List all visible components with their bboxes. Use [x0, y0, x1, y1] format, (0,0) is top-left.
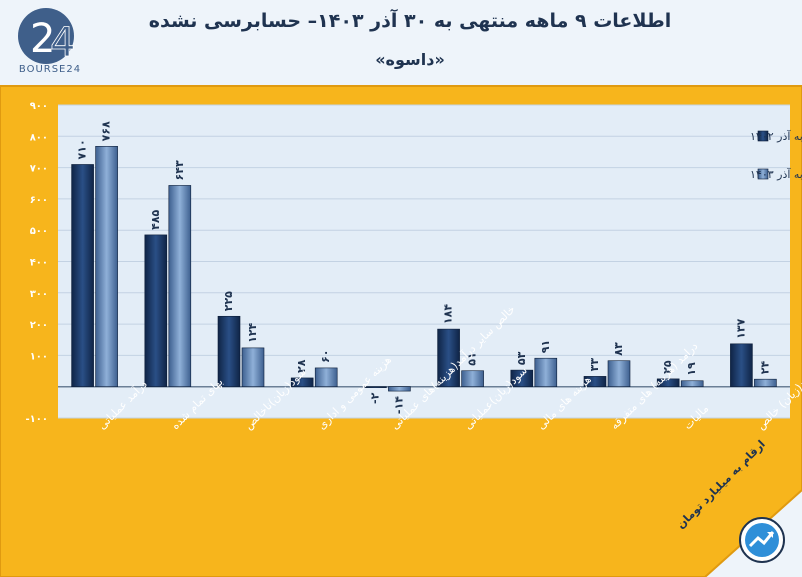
data-label: ۲۵: [661, 360, 674, 374]
data-label: ۵۱: [466, 352, 479, 365]
y-tick-label: ۵۰۰: [30, 226, 48, 237]
y-axis: -۱۰۰ ۱۰۰ ۲۰۰ ۳۰۰ ۴۰۰ ۵۰۰ ۶۰۰ ۷۰۰ ۸۰۰ ۹۰۰: [26, 101, 48, 425]
svg-text:4: 4: [50, 20, 75, 66]
bar-1403: [388, 386, 411, 392]
data-label: ۶۰: [319, 349, 332, 362]
bar-1403: [314, 367, 338, 388]
data-label: ۲۲۵: [222, 291, 235, 311]
bar-1403: [607, 360, 631, 388]
y-tick-label: ۶۰۰: [30, 195, 48, 206]
bar-1402: [730, 343, 753, 388]
bar-1402: [364, 386, 387, 389]
data-label: ۷۱۰: [76, 139, 89, 159]
bar-1402: [656, 378, 680, 387]
page-subtitle: «داسوه»: [375, 50, 445, 69]
bar-1402: [71, 164, 94, 387]
bar-1403: [754, 378, 777, 387]
bar-1403: [461, 370, 484, 387]
bar-1403: [534, 357, 558, 388]
data-label: ۱۹: [685, 362, 698, 376]
data-label: ۷۶۸: [100, 121, 113, 141]
legend-swatch: [757, 130, 769, 142]
data-label: ۱۳۷: [734, 318, 747, 338]
page-title: اطلاعات ۹ ماهه منتهی به ۳۰ آذر ۱۴۰۳– حسا…: [148, 10, 672, 32]
data-label: ۵۳: [515, 351, 528, 365]
bar-1402: [583, 376, 607, 388]
bars: ۷۱۰ ۴۸۵ ۲۲۵ ۲۸ -۲ ۱۸۴ ۵۳ ۳۳ ۲۵ ۱۳۷ ۷۶۸ ۶۴۳ ۱۲۴ ۶۰ -۱۴ ۵…: [71, 121, 777, 414]
bar-1403: [95, 146, 118, 387]
bar-1403: [168, 185, 192, 387]
trend-chart-icon: [739, 517, 785, 563]
legend: عملکرد منتهی به آذر ۱۴۰۲ عملکرد منتهی به …: [750, 129, 802, 181]
bar-1402: [510, 369, 534, 387]
data-label: ۴۸۵: [149, 209, 162, 229]
legend-entry: عملکرد منتهی به آذر ۱۴۰۲: [750, 129, 802, 143]
data-label: ۹۱: [539, 340, 552, 353]
data-label: ۸۳: [612, 342, 625, 356]
legend-entry: عملکرد منتهی به آذر ۱۴۰۳: [750, 167, 802, 181]
y-tick-label: ۲۰۰: [30, 320, 48, 331]
bar-1402: [290, 377, 314, 388]
bar-1403: [680, 380, 704, 387]
data-label: ۱۲۴: [246, 322, 259, 342]
y-tick-label: ۳۰۰: [30, 289, 48, 300]
data-label: ۲۸: [295, 359, 308, 373]
bar-1402: [144, 234, 168, 387]
y-tick-label: -۱۰۰: [26, 414, 48, 425]
data-label: ۱۸۴: [442, 304, 455, 324]
y-tick-label: ۸۰۰: [30, 132, 48, 143]
svg-text:2: 2: [30, 16, 55, 62]
data-label: ۶۴۳: [173, 160, 186, 180]
data-label: -۱۴: [392, 396, 405, 414]
y-tick-label: ۹۰۰: [30, 101, 48, 112]
legend-swatch: [757, 168, 769, 180]
bar-1402: [217, 315, 241, 387]
logo-text: BOURSE24: [18, 64, 82, 75]
y-tick-label: ۷۰۰: [30, 164, 48, 175]
bar-1403: [241, 347, 265, 388]
bar-1402: [437, 328, 460, 388]
y-tick-label: ۱۰۰: [30, 351, 48, 362]
data-label: ۲۴: [758, 360, 771, 374]
y-tick-label: ۴۰۰: [30, 258, 48, 269]
data-label: ۳۳: [588, 358, 601, 372]
bourse24-logo: 2 4: [18, 8, 76, 66]
data-label: -۲: [368, 392, 381, 404]
